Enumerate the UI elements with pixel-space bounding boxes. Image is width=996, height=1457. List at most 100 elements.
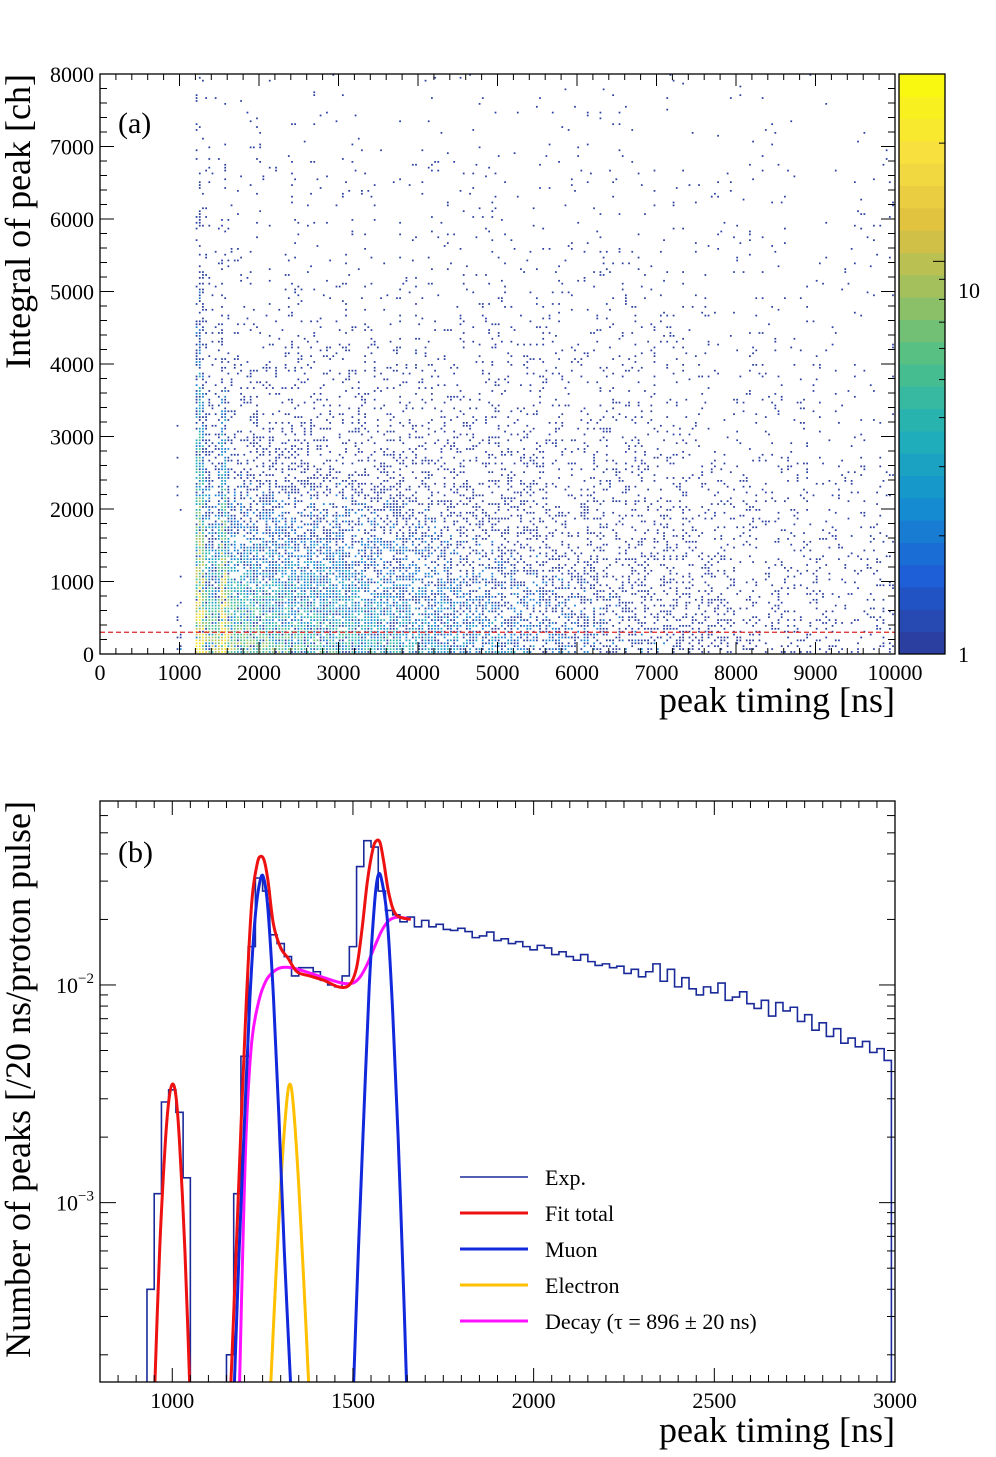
heatmap-cell (198, 439, 201, 442)
heatmap-cell (240, 509, 242, 511)
heatmap-cell (450, 613, 452, 616)
heatmap-cell (361, 625, 363, 627)
heatmap-cell (389, 477, 392, 479)
heatmap-cell (202, 343, 204, 346)
heatmap-cell (450, 581, 452, 584)
heatmap-cell (424, 613, 427, 616)
heatmap-cell (310, 642, 312, 645)
heatmap-cell (329, 648, 332, 650)
heatmap-cell (237, 503, 239, 505)
heatmap-cell (230, 616, 233, 619)
heatmap-cell (224, 651, 227, 653)
heatmap-cell (354, 630, 357, 633)
heatmap-cell (405, 567, 408, 569)
heatmap-cell (383, 593, 386, 595)
heatmap-cell (268, 633, 271, 636)
heatmap-cell (284, 601, 287, 604)
heatmap-cell (249, 581, 252, 584)
heatmap-cell (246, 648, 249, 650)
heatmap-cell (421, 645, 424, 648)
heatmap-cell (316, 575, 319, 578)
heatmap-cell (351, 494, 354, 497)
heatmap-cell (224, 500, 227, 503)
heatmap-cell (268, 636, 271, 639)
heatmap-cell (240, 648, 242, 650)
heatmap-cell (233, 619, 236, 621)
heatmap-cell (326, 590, 328, 592)
heatmap-cell (364, 401, 366, 404)
heatmap-cell (399, 511, 401, 514)
heatmap-cell (361, 398, 363, 401)
heatmap-cell (227, 633, 230, 636)
heatmap-cell (278, 642, 281, 645)
heatmap-cell (431, 268, 433, 271)
heatmap-cell (179, 601, 182, 604)
heatmap-cell (364, 494, 366, 497)
heatmap-cell (249, 526, 252, 529)
heatmap-cell (237, 598, 239, 601)
heatmap-cell (443, 593, 446, 595)
heatmap-cell (265, 601, 268, 604)
heatmap-cell (300, 633, 303, 636)
heatmap-cell (202, 575, 204, 578)
heatmap-cell (275, 567, 277, 569)
heatmap-cell (357, 639, 360, 642)
heatmap-cell (243, 633, 246, 636)
heatmap-cell (249, 590, 252, 592)
heatmap-cell (291, 538, 293, 540)
heatmap-cell (233, 633, 236, 636)
heatmap-cell (256, 485, 258, 488)
heatmap-cell (450, 395, 452, 398)
heatmap-cell (446, 622, 449, 624)
heatmap-cell (376, 593, 379, 595)
heatmap-cell (383, 503, 386, 505)
heatmap-cell (291, 488, 293, 491)
heatmap-cell (446, 526, 449, 529)
heatmap-cell (303, 642, 306, 645)
heatmap-cell (427, 613, 430, 616)
heatmap-cell (214, 590, 217, 592)
heatmap-cell (396, 509, 398, 511)
heatmap-cell (243, 578, 246, 581)
heatmap-cell (443, 462, 446, 465)
heatmap-cell (303, 584, 306, 587)
heatmap-cell (392, 485, 395, 488)
heatmap-cell (370, 610, 373, 613)
heatmap-cell (221, 416, 223, 418)
heatmap-cell (275, 564, 277, 566)
heatmap-cell (361, 569, 363, 572)
heatmap-cell (259, 636, 262, 639)
heatmap-cell (357, 381, 360, 384)
heatmap-cell (424, 442, 427, 445)
heatmap-cell (357, 509, 360, 511)
heatmap-cell (446, 639, 449, 642)
heatmap-cell (211, 642, 214, 645)
heatmap-cell (265, 529, 268, 532)
heatmap-cell (415, 526, 417, 529)
heatmap-cell (399, 569, 401, 572)
heatmap-cell (361, 459, 363, 462)
heatmap-cell (300, 416, 303, 418)
heatmap-cell (205, 500, 207, 503)
heatmap-cell (319, 613, 322, 616)
heatmap-cell (364, 506, 366, 508)
heatmap-cell (370, 329, 373, 331)
heatmap-cell (224, 410, 227, 413)
heatmap-cell (402, 532, 405, 534)
heatmap-cell (233, 497, 236, 500)
heatmap-cell (265, 503, 268, 505)
heatmap-cell (227, 317, 230, 320)
heatmap-cell (310, 395, 312, 398)
heatmap-cell (202, 651, 204, 653)
heatmap-cell (246, 317, 249, 320)
heatmap-cell (367, 590, 370, 592)
heatmap-cell (383, 404, 386, 407)
heatmap-cell (411, 451, 414, 453)
heatmap-cell (195, 572, 198, 575)
heatmap-cell (459, 625, 462, 627)
heatmap-cell (316, 523, 319, 526)
heatmap-cell (268, 552, 271, 555)
heatmap-cell (383, 633, 386, 636)
heatmap-cell (198, 535, 201, 537)
heatmap-cell (424, 485, 427, 488)
